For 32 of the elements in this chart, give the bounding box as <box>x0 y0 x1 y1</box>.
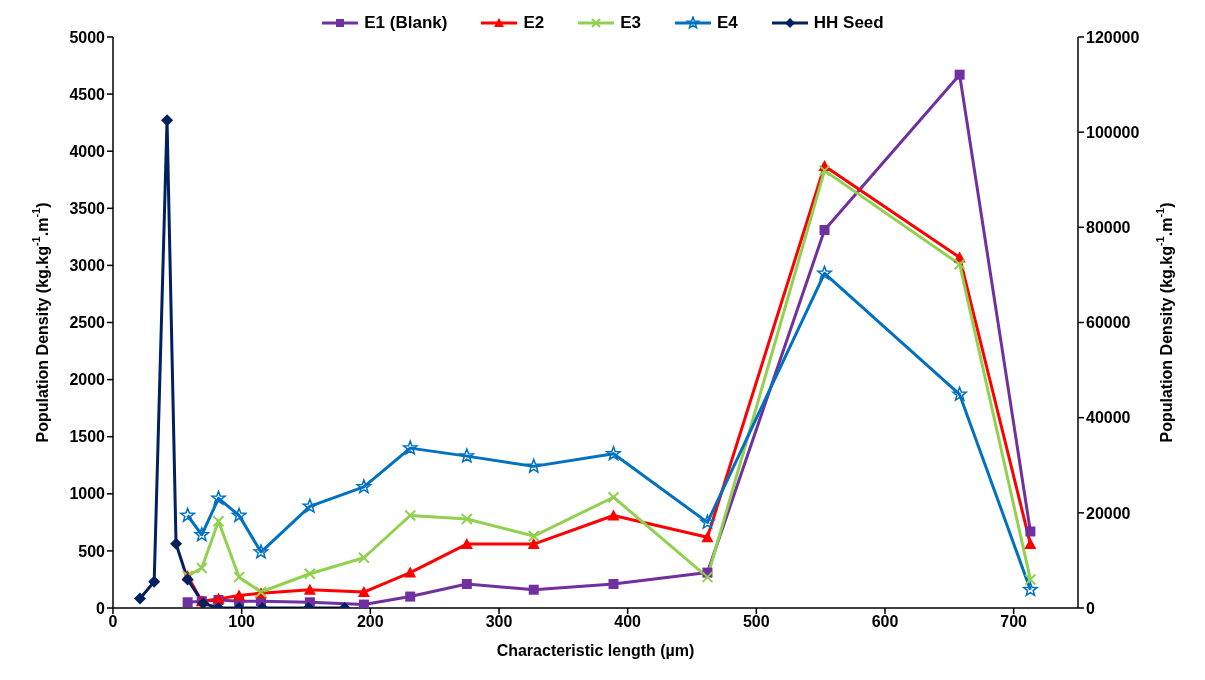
x-tick-label: 200 <box>356 613 384 631</box>
x-tick-label: 700 <box>1000 613 1028 631</box>
y2-tick-label: 40000 <box>1086 409 1131 427</box>
x-tick-label: 400 <box>614 613 642 631</box>
legend-label: E2 <box>523 13 545 33</box>
y2-tick-label: 20000 <box>1086 504 1131 522</box>
x-tick-label: 100 <box>228 613 256 631</box>
y-tick-label: 1000 <box>69 485 106 503</box>
y-tick-label: 3500 <box>69 199 106 217</box>
y-tick-label: 0 <box>96 599 106 617</box>
y2-tick-label: 60000 <box>1086 314 1131 332</box>
x-tick-label: 300 <box>485 613 513 631</box>
y-tick-label: 1500 <box>69 428 106 446</box>
x-axis-title: Characteristic length (µm) <box>496 641 695 659</box>
y-tick-label: 2000 <box>69 371 106 389</box>
y2-tick-label: 100000 <box>1086 123 1140 141</box>
y-tick-label: 4000 <box>69 142 106 160</box>
legend-label: E3 <box>620 13 641 33</box>
y-tick-label: 500 <box>78 542 106 560</box>
legend-label: E1 (Blank) <box>364 13 448 33</box>
y-tick-label: 3000 <box>69 257 106 275</box>
y2-tick-label: 0 <box>1086 599 1095 617</box>
y-tick-label: 5000 <box>69 28 106 46</box>
y2-tick-label: 120000 <box>1086 28 1140 46</box>
x-tick-label: 0 <box>108 613 118 631</box>
legend-label: E4 <box>717 13 738 33</box>
x-tick-label: 500 <box>742 613 770 631</box>
legend-label: HH Seed <box>813 13 884 33</box>
y-tick-label: 4500 <box>69 85 106 103</box>
y-tick-label: 2500 <box>69 314 106 332</box>
x-tick-label: 600 <box>871 613 899 631</box>
y2-tick-label: 80000 <box>1086 219 1131 237</box>
